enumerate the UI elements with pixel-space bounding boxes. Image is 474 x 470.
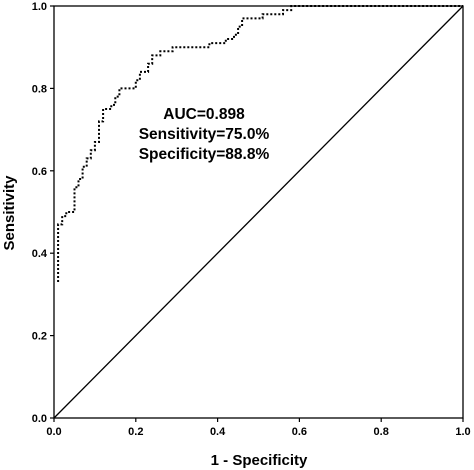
y-tick-label: 0.0 — [32, 413, 47, 425]
x-tick-label: 0.4 — [210, 426, 226, 438]
x-tick-label: 0.2 — [128, 426, 143, 438]
y-tick-label: 0.8 — [32, 83, 47, 95]
plot-frame — [53, 5, 464, 419]
axes: 0.0 0.2 0.4 0.6 0.8 1.0 0.0 0.2 0.4 0.6 0.8 1.0 — [32, 1, 471, 438]
x-tick-label: 0.6 — [292, 426, 307, 438]
y-axis-title: Sensitivity — [1, 175, 18, 251]
sensitivity-annotation: Sensitivity=75.0% — [139, 126, 270, 143]
y-tick-label: 0.4 — [32, 248, 48, 260]
reference-diagonal — [53, 5, 464, 419]
auc-annotation: AUC=0.898 — [163, 106, 245, 123]
labels: 1 - Specificity Sensitivity AUC=0.898 Se… — [1, 106, 308, 469]
x-tick-label: 0.8 — [374, 426, 389, 438]
x-tick-label: 0.0 — [46, 426, 61, 438]
y-tick-label: 1.0 — [32, 1, 47, 13]
y-tick-label: 0.6 — [32, 166, 47, 178]
y-tick-label: 0.2 — [32, 331, 47, 343]
x-tick-label: 1.0 — [455, 426, 470, 438]
x-axis-title: 1 - Specificity — [211, 452, 308, 469]
roc-curve — [57, 5, 463, 282]
specificity-annotation: Specificity=88.8% — [139, 146, 270, 163]
plot-area — [53, 5, 464, 419]
